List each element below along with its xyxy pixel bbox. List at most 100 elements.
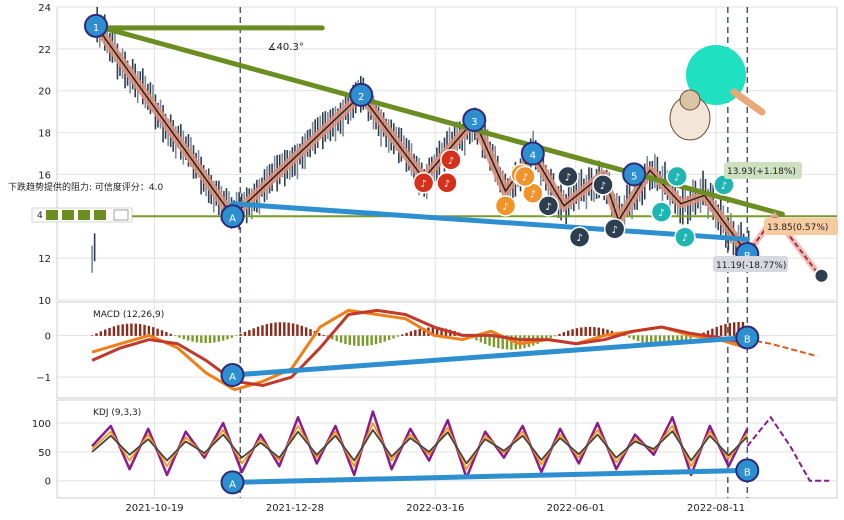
note-marker: [603, 218, 626, 240]
price-label-box: [713, 256, 788, 272]
paddle-icon: [686, 45, 746, 105]
note-marker: [666, 165, 688, 188]
macd-histogram-bar: [636, 335, 640, 342]
macd-histogram-bar: [291, 323, 295, 336]
macd-histogram-bar: [501, 335, 504, 350]
price-label-up: 13.93(+1.18%): [727, 167, 796, 177]
zigzag-wave-core: [95, 25, 748, 255]
note-marker: [650, 201, 673, 223]
macd-histogram-bar: [593, 327, 596, 336]
paddle-handle-icon: [730, 88, 766, 116]
pivot-label: 5: [631, 171, 637, 182]
score-star-icon: [62, 210, 74, 220]
y-tick-label: 16: [38, 170, 51, 181]
macd-histogram-bar: [195, 335, 199, 343]
note-icon: ♪: [420, 179, 426, 190]
score-value: 4: [37, 211, 43, 221]
macd-histogram-bar: [138, 324, 142, 336]
price-label-mid: 13.85(0.57%): [767, 223, 828, 233]
macd-histogram-bar: [667, 335, 670, 346]
macd-histogram-bar: [567, 330, 570, 336]
kdj-trendline: [230, 467, 750, 485]
macd-histogram-bar: [689, 335, 692, 339]
y-tick-label: 18: [38, 129, 51, 140]
x-tick-label: 2022-03-16: [406, 503, 464, 514]
macd-histogram-bar: [352, 335, 356, 346]
macd-histogram-bar: [125, 323, 129, 336]
macd-histogram-bar: [130, 323, 133, 336]
macd-histogram-bar: [484, 335, 487, 345]
macd-histogram-bar: [444, 328, 448, 336]
macd-histogram-bar: [90, 335, 94, 336]
note-icon: ♪: [522, 173, 528, 184]
pivot-marker: [220, 204, 245, 229]
y-tick-label: 50: [38, 448, 51, 459]
pivot-marker: [220, 363, 245, 388]
macd-histogram-bar: [553, 335, 557, 337]
macd-histogram-bar: [383, 335, 386, 342]
kdj-series-line: [91, 429, 748, 465]
macd-histogram-bar: [191, 335, 194, 342]
price-label-box: [764, 218, 838, 235]
macd-histogram-bar: [671, 335, 675, 345]
macd-histogram-bar: [204, 335, 207, 344]
macd-histogram-bar: [479, 335, 483, 343]
macd-histogram-bar: [152, 327, 155, 336]
macd-histogram-bar: [392, 335, 395, 339]
pivot-marker: [462, 108, 487, 133]
macd-histogram-bar: [156, 328, 159, 336]
macd-histogram-bar: [243, 331, 247, 336]
macd-histogram-bar: [396, 335, 400, 337]
price-label-box: [724, 162, 802, 179]
kdj-projection: [746, 415, 830, 482]
macd-histogram-bar: [650, 335, 653, 345]
macd-histogram-bar: [283, 322, 286, 336]
panel-frame-kdj: [56, 399, 838, 499]
macd-histogram-bar: [261, 325, 264, 336]
macd-histogram-bar: [165, 332, 168, 336]
y-tick-label: 100: [32, 419, 51, 430]
macd-histogram-bar: [173, 335, 177, 337]
macd-histogram-bar: [379, 335, 382, 344]
macd-histogram-bar: [104, 329, 107, 336]
macd-histogram-bar: [335, 335, 338, 342]
macd-histogram-bar: [322, 335, 325, 336]
macd-projection: [747, 338, 818, 358]
x-tick-label: 2022-06-01: [547, 503, 605, 514]
macd-histogram-bar: [274, 322, 277, 336]
macd-histogram-bar: [584, 326, 587, 336]
macd-histogram-bar: [117, 325, 120, 336]
macd-histogram-bar: [409, 331, 413, 336]
pivot-label: 4: [530, 151, 536, 162]
note-icon: ♪: [600, 181, 606, 192]
macd-histogram-bar: [339, 335, 343, 343]
price-label-down: 11.19(-18.77%): [716, 261, 786, 271]
macd-histogram-bar: [558, 333, 561, 336]
x-tick-label: 2022-08-11: [687, 503, 745, 514]
macd-trendline: [230, 334, 750, 378]
macd-histogram-bar: [737, 321, 740, 336]
note-marker: [592, 174, 614, 196]
macd-histogram-bar: [732, 322, 736, 336]
kdj-title: KDJ (9,3,3): [93, 408, 141, 418]
pivot-label: 2: [358, 92, 364, 103]
note-marker: [494, 195, 517, 217]
macd-histogram-bar: [628, 335, 631, 338]
macd-histogram-bar: [287, 322, 290, 336]
pivot-label: B: [744, 467, 751, 478]
macd-histogram-bar: [658, 335, 662, 346]
macd-histogram-bar: [200, 335, 203, 343]
macd-histogram-bar: [654, 335, 657, 346]
note-icon: ♪: [502, 202, 508, 213]
macd-histogram-bar: [440, 327, 443, 336]
macd-histogram-bar: [711, 328, 714, 336]
macd-histogram-bar: [300, 325, 303, 336]
macd-histogram-bar: [387, 335, 391, 341]
macd-histogram-bar: [357, 335, 360, 347]
macd-histogram-bar: [160, 330, 164, 336]
target-marker: [813, 267, 830, 284]
macd-histogram-bar: [580, 327, 583, 336]
macd-histogram-bar: [296, 324, 299, 336]
